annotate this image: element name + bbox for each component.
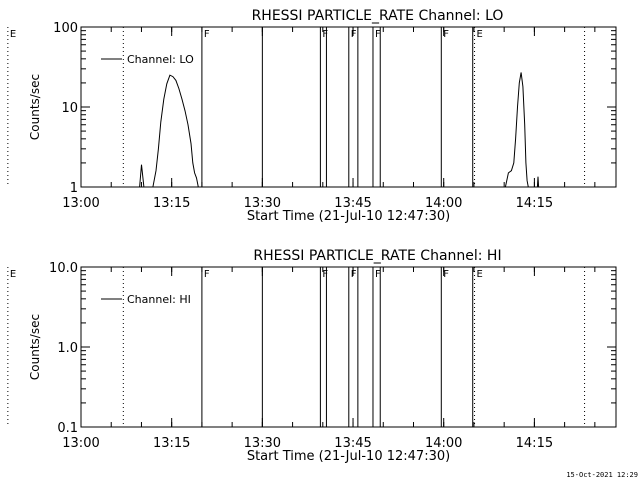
x-tick-label: 14:00 — [425, 196, 462, 211]
x-tick-label: 13:15 — [153, 196, 190, 211]
y-tick-label: 1.0 — [57, 341, 78, 356]
data-series-line — [504, 72, 529, 188]
x-tick-label: 14:00 — [425, 436, 462, 451]
event-marker-label: F — [204, 269, 210, 280]
y-axis-label: Counts/sec — [28, 74, 42, 140]
x-tick-label: 13:15 — [153, 436, 190, 451]
x-axis-label: Start Time (21-Jul-10 12:47:30) — [247, 449, 450, 464]
event-marker-label: F — [375, 269, 381, 280]
event-marker-label: E — [10, 29, 16, 40]
x-tick-label: 13:45 — [334, 436, 371, 451]
event-marker-label: F — [375, 29, 381, 40]
x-tick-label: 13:30 — [244, 436, 281, 451]
x-axis-label: Start Time (21-Jul-10 12:47:30) — [247, 209, 450, 224]
legend-label: Channel: LO — [127, 53, 194, 66]
event-marker-label: F — [322, 29, 328, 40]
data-series-line — [139, 74, 199, 188]
y-tick-label: 10 — [61, 101, 78, 116]
event-marker-label: F — [204, 29, 210, 40]
x-tick-label: 13:00 — [62, 196, 99, 211]
legend-label: Channel: HI — [127, 293, 191, 306]
y-tick-label: 10.0 — [49, 261, 78, 276]
event-marker-label: E — [10, 269, 16, 280]
event-marker-label: E — [477, 29, 483, 40]
x-tick-label: 14:15 — [516, 436, 553, 451]
event-marker-label: F — [443, 269, 449, 280]
event-marker-label: F — [443, 29, 449, 40]
x-tick-label: 14:15 — [516, 196, 553, 211]
y-tick-label: 1 — [70, 181, 78, 196]
x-tick-label: 13:45 — [334, 196, 371, 211]
x-tick-label: 13:00 — [62, 436, 99, 451]
y-axis-label: Counts/sec — [28, 314, 42, 380]
event-marker-label: F — [351, 269, 357, 280]
panel-lo-channel: RHESSI PARTICLE_RATE Channel: LO Counts/s… — [7, 8, 617, 224]
data-series-line — [536, 176, 540, 188]
x-tick-label: 13:30 — [244, 196, 281, 211]
timestamp-footer: 15-Oct-2021 12:29 — [566, 471, 638, 479]
y-tick-label: 100 — [53, 21, 78, 36]
event-marker-label: F — [322, 269, 328, 280]
chart-title: RHESSI PARTICLE_RATE Channel: HI — [253, 248, 501, 264]
chart-title: RHESSI PARTICLE_RATE Channel: LO — [252, 8, 504, 24]
panel-hi-channel: RHESSI PARTICLE_RATE Channel: HI Counts/s… — [7, 248, 617, 464]
event-marker-label: F — [351, 29, 357, 40]
y-tick-label: 0.1 — [57, 421, 78, 436]
event-marker-label: E — [477, 269, 483, 280]
